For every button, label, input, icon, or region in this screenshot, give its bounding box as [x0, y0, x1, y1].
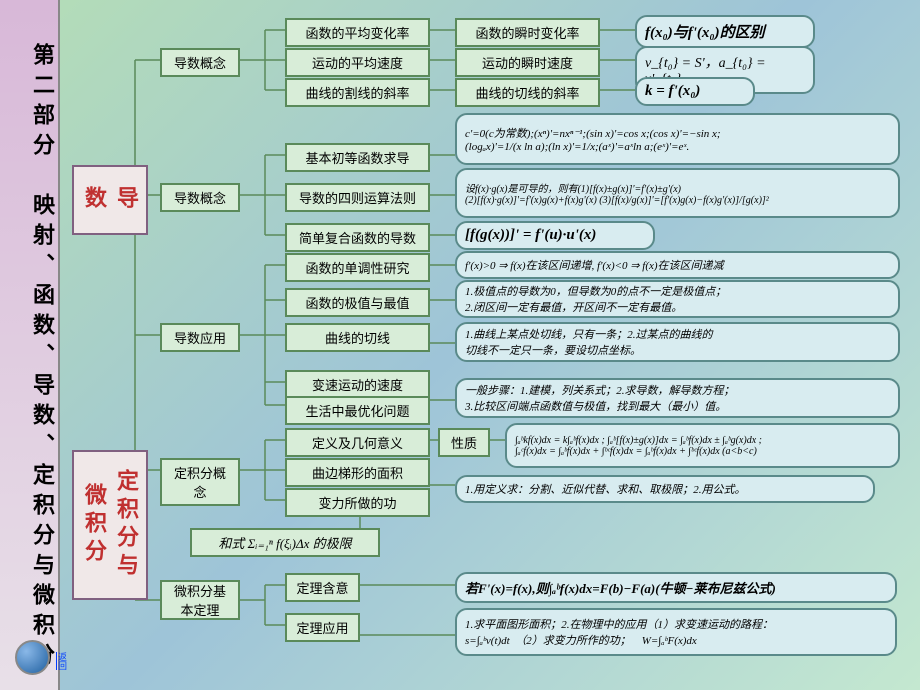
lvl3-c2: 函数的极值与最值: [285, 288, 430, 317]
concept-map: 导数 定积分与微积分 导数概念 导数概念 导数应用 定积分概念 微积分基本定理 …: [60, 0, 920, 690]
formula-f5: 设f(x)·g(x)是可导的，则有(1)[f(x)±g(x)]'=f'(x)±g…: [455, 168, 900, 218]
formula-f6: [f(g(x))]' = f'(u)·u'(x): [455, 221, 655, 250]
lvl4-a3: 曲线的切线的斜率: [455, 78, 600, 107]
lvl2-integral-concept: 定积分概念: [160, 458, 240, 506]
lvl3-d3: 变力所做的功: [285, 488, 430, 517]
formula-f14: 若F'(x)=f(x),则∫ₐᵇf(x)dx=F(b)−F(a)(牛顿−莱布尼兹…: [455, 572, 897, 603]
lvl3-b1: 基本初等函数求导: [285, 143, 430, 172]
lvl3-e2: 定理应用: [285, 613, 360, 642]
lvl2-ftc: 微积分基本定理: [160, 580, 240, 620]
lvl2-application: 导数应用: [160, 323, 240, 352]
lvl2-concept-b: 导数概念: [160, 183, 240, 212]
formula-f7: f'(x)>0 ⇒ f(x)在该区间递增, f'(x)<0 ⇒ f(x)在该区间…: [455, 251, 900, 279]
root-integral: 定积分与微积分: [72, 450, 148, 600]
lvl3-c5: 生活中最优化问题: [285, 396, 430, 425]
lvl3-d2: 曲边梯形的面积: [285, 458, 430, 487]
lvl3-a1: 函数的平均变化率: [285, 18, 430, 47]
formula-f3: k = f'(x₀): [635, 77, 755, 106]
formula-f15: 1.求平面图形面积；2.在物理中的应用（1）求变速运动的路程： s=∫ₐᵇv(t…: [455, 608, 897, 656]
formula-f12: 1.用定义求：分割、近似代替、求和、取极限；2.用公式。: [455, 475, 875, 503]
root-derivative: 导数: [72, 165, 148, 235]
section-sidebar: 第二部分 映射、函数、导数、定积分与微积分: [0, 0, 60, 690]
lvl3-a3: 曲线的割线的斜率: [285, 78, 430, 107]
lvl3-c3: 曲线的切线: [285, 323, 430, 352]
formula-f1: f(x₀)与f'(x₀)的区别: [635, 15, 815, 48]
formula-f9: 1.曲线上某点处切线，只有一条；2.过某点的曲线的 切线不一定只一条，要设切点坐…: [455, 322, 900, 362]
lvl4-property: 性质: [438, 428, 490, 457]
lvl3-b2: 导数的四则运算法则: [285, 183, 430, 212]
lvl3-c4: 变速运动的速度: [285, 370, 430, 399]
lvl3-a2: 运动的平均速度: [285, 48, 430, 77]
formula-f4: c'=0(c为常数);(xⁿ)'=nxⁿ⁻¹;(sin x)'=cos x;(c…: [455, 113, 900, 165]
globe-icon[interactable]: [15, 640, 50, 675]
formula-f11: ∫ₐᵇkf(x)dx = k∫ₐᵇf(x)dx ; ∫ₐᵇ[f(x)±g(x)]…: [505, 423, 900, 468]
formula-f13: 和式 Σᵢ₌₁ⁿ f(ξᵢ)Δx 的极限: [190, 528, 380, 557]
sidebar-title: 第二部分 映射、函数、导数、定积分与微积分: [30, 43, 55, 673]
formula-f8: 1.极值点的导数为0，但导数为0的点不一定是极值点； 2.闭区间一定有最值，开区…: [455, 280, 900, 318]
formula-f10: 一般步骤：1.建模，列关系式；2.求导数，解导数方程； 3.比较区间端点函数值与…: [455, 378, 900, 418]
lvl4-a2: 运动的瞬时速度: [455, 48, 600, 77]
lvl2-concept-a: 导数概念: [160, 48, 240, 77]
lvl3-e1: 定理含意: [285, 573, 360, 602]
lvl3-b3: 简单复合函数的导数: [285, 223, 430, 252]
lvl4-a1: 函数的瞬时变化率: [455, 18, 600, 47]
lvl3-c1: 函数的单调性研究: [285, 253, 430, 282]
lvl3-d1: 定义及几何意义: [285, 428, 430, 457]
